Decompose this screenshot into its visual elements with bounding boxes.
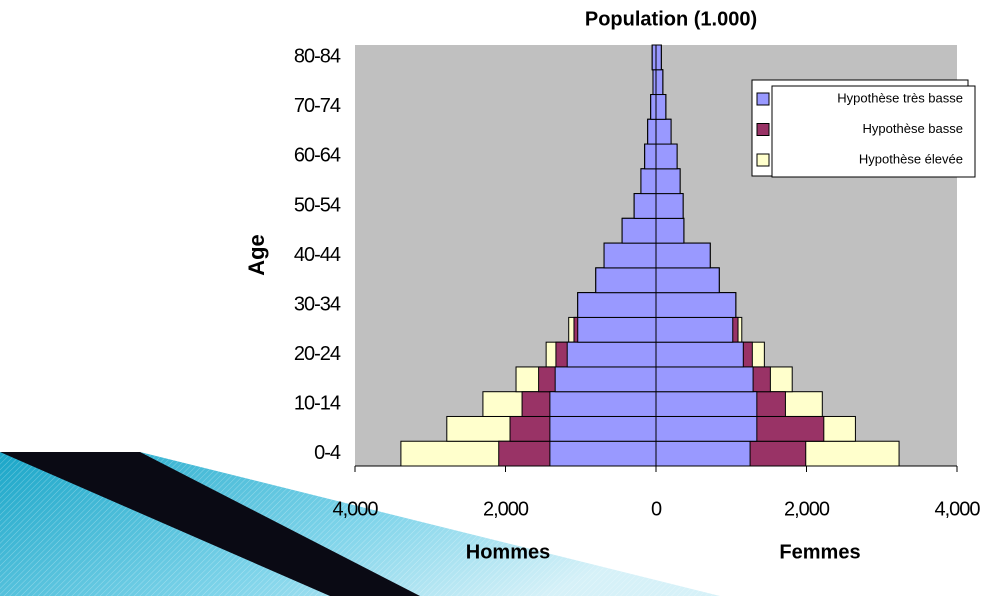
x-tick-label: 2,000: [483, 498, 529, 520]
bar: [549, 440, 657, 467]
y-tick-label: 40-44: [294, 244, 341, 266]
bar: [640, 168, 657, 195]
bar: [655, 217, 685, 244]
x-tick-label: 0: [651, 498, 662, 520]
bar: [655, 440, 751, 467]
bar: [655, 143, 678, 170]
bar: [655, 292, 737, 318]
bar: [595, 267, 657, 294]
bar: [655, 316, 734, 343]
bar: [647, 118, 657, 145]
bar: [633, 193, 657, 219]
bar: [655, 341, 744, 368]
y-axis-title: Age: [244, 234, 269, 276]
bar: [655, 415, 758, 442]
chart-title: Population (1.000): [585, 8, 757, 30]
bar: [655, 44, 662, 71]
bar: [644, 143, 657, 170]
y-tick-label: 10-14: [294, 392, 341, 414]
x-tick-label: 4,000: [332, 498, 378, 520]
y-tick-label: 20-24: [294, 343, 341, 365]
bar: [566, 341, 657, 368]
bar: [549, 415, 657, 442]
legend-label: Hypothèse élevée: [859, 151, 963, 166]
bar: [655, 69, 664, 96]
bar: [655, 193, 684, 219]
bar: [603, 242, 657, 269]
bar: [655, 242, 711, 269]
bar: [655, 366, 754, 393]
y-tick-label: 50-54: [294, 194, 341, 216]
y-tick-label: 60-64: [294, 145, 341, 167]
bar: [549, 391, 657, 417]
x-tick-label: 2,000: [784, 498, 830, 520]
bar: [577, 316, 657, 343]
y-tick-label: 70-74: [294, 95, 341, 117]
bar: [655, 94, 667, 120]
right-axis-title: Femmes: [779, 541, 860, 563]
bar: [621, 217, 657, 244]
y-tick-label: 30-34: [294, 293, 341, 315]
bar: [655, 168, 681, 195]
bar: [655, 118, 672, 145]
legend-swatch: [756, 92, 770, 106]
y-tick-label: 80-84: [294, 46, 341, 68]
bar: [577, 292, 657, 318]
legend-label: Hypothèse très basse: [837, 90, 963, 105]
legend-label: Hypothèse basse: [863, 121, 963, 136]
bar: [655, 267, 720, 294]
y-tick-label: 0-4: [314, 442, 341, 464]
bar: [650, 94, 657, 120]
x-tick-label: 4,000: [934, 498, 980, 520]
left-axis-title: Hommes: [466, 541, 550, 563]
legend-swatch: [756, 153, 770, 167]
legend-text-box: [771, 85, 976, 178]
legend-swatch: [756, 123, 770, 136]
bar: [655, 391, 758, 417]
bar: [651, 44, 657, 71]
decorative-arrow: [0, 452, 720, 596]
bar: [554, 366, 657, 393]
